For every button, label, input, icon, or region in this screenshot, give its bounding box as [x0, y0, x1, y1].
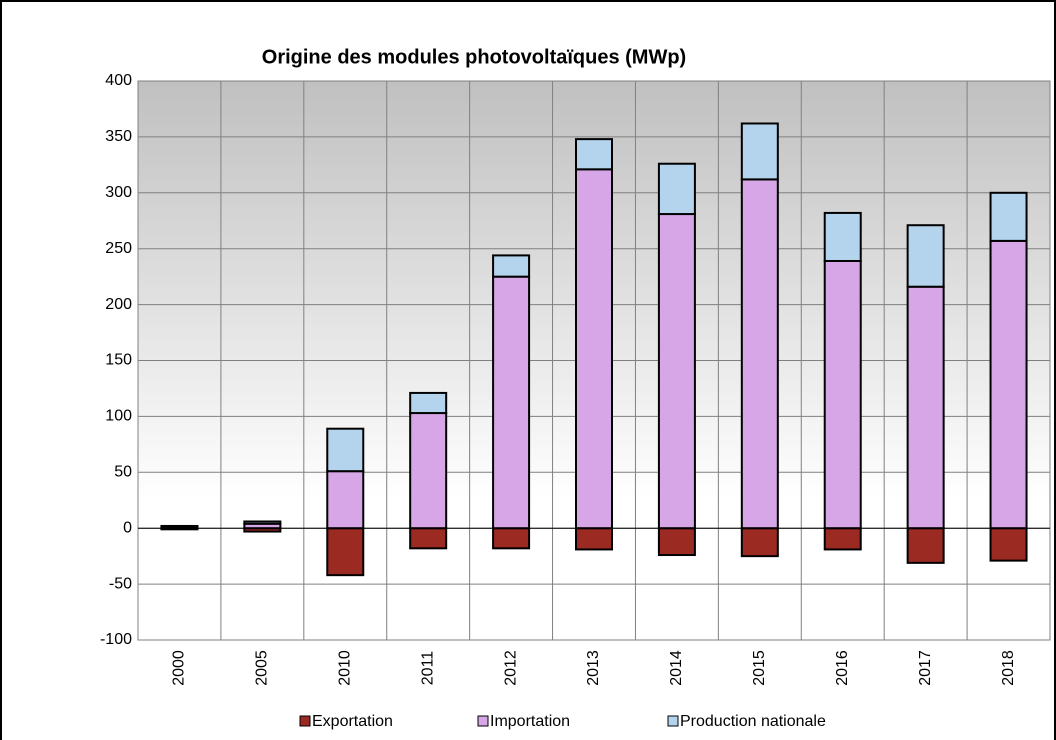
- bar-segment: [243, 520, 282, 525]
- legend-swatch: [667, 715, 679, 727]
- x-tick-label: 2012: [502, 650, 519, 686]
- bar-segment: [740, 178, 779, 530]
- bar-segment: [492, 527, 531, 550]
- bar-segment: [823, 527, 862, 551]
- y-tick-label: 350: [105, 128, 132, 145]
- x-tick-label: 2005: [254, 650, 271, 686]
- y-tick-label: 400: [105, 72, 132, 89]
- bar-segment: [160, 524, 199, 529]
- y-tick-label: 50: [114, 464, 132, 481]
- x-tick-label: 2010: [336, 650, 353, 686]
- y-tick-label: -100: [100, 631, 132, 648]
- x-tick-label: 2014: [668, 650, 685, 686]
- bar-segment: [823, 211, 862, 262]
- bar-segment: [823, 259, 862, 530]
- legend-label: Production nationale: [680, 713, 826, 730]
- bar-segment: [989, 191, 1028, 242]
- y-tick-label: 300: [105, 184, 132, 201]
- bar-segment: [989, 239, 1028, 530]
- x-tick-label: 2015: [751, 650, 768, 686]
- bar-segment: [409, 412, 448, 530]
- bar-segment: [989, 527, 1028, 562]
- bar-segment: [492, 254, 531, 278]
- bar-segment: [326, 527, 365, 577]
- bar-segment: [326, 427, 365, 473]
- y-tick-label: 100: [105, 408, 132, 425]
- bar-segment: [657, 527, 696, 557]
- x-tick-label: 2000: [171, 650, 188, 686]
- bar-segment: [326, 470, 365, 530]
- bar-segment: [740, 527, 779, 558]
- bar-segment: [409, 391, 448, 415]
- bar-segment: [906, 224, 945, 288]
- y-tick-label: 0: [123, 519, 132, 536]
- bar-segment: [657, 213, 696, 530]
- y-tick-label: 200: [105, 296, 132, 313]
- bar-segment: [575, 168, 613, 530]
- legend-swatch: [299, 715, 311, 727]
- bar-segment: [657, 162, 696, 216]
- bar-segment: [906, 527, 945, 564]
- bar-segment: [492, 275, 531, 530]
- bar-segment: [575, 138, 613, 171]
- legend-label: Exportation: [312, 713, 393, 730]
- x-tick-label: 2013: [585, 650, 602, 686]
- y-tick-label: 150: [105, 352, 132, 369]
- x-tick-label: 2017: [917, 650, 934, 686]
- y-tick-label: -50: [109, 575, 132, 592]
- bar-segment: [409, 527, 448, 550]
- y-tick-label: 250: [105, 240, 132, 257]
- chart-title: Origine des modules photovoltaïques (MWp…: [262, 46, 686, 68]
- bar-segment: [575, 527, 613, 551]
- x-tick-label: 2011: [419, 651, 436, 686]
- bar-segment: [740, 122, 779, 181]
- legend-label: Importation: [490, 713, 570, 730]
- bar-segment: [906, 285, 945, 530]
- legend-swatch: [477, 715, 489, 727]
- x-tick-label: 2016: [834, 650, 851, 686]
- x-tick-label: 2018: [1000, 650, 1017, 686]
